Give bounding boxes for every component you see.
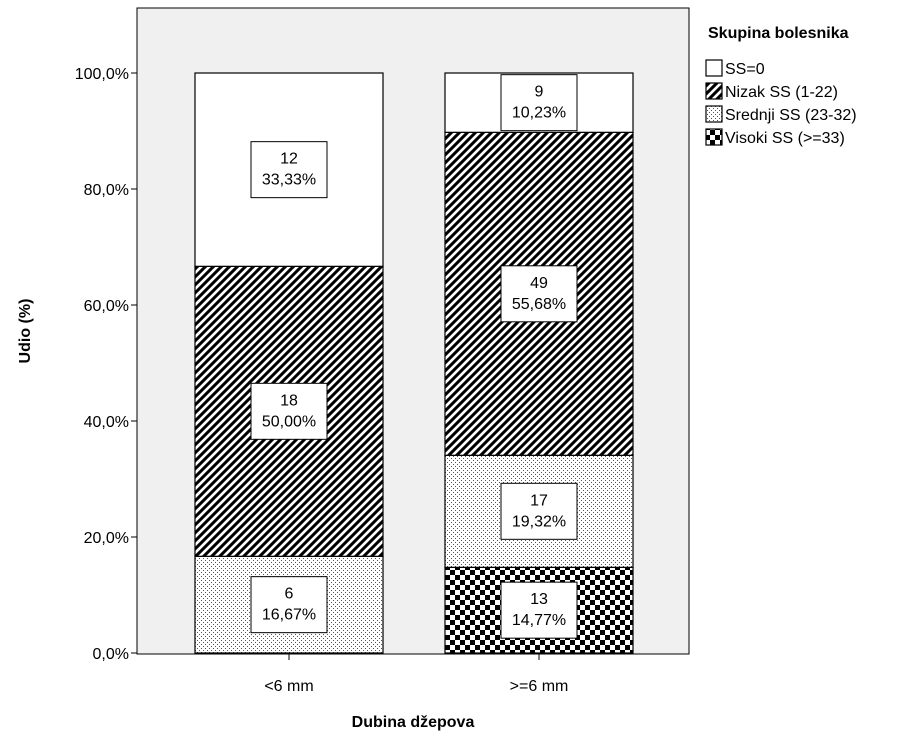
data-label-count: 49 xyxy=(530,275,548,292)
data-label-background xyxy=(500,74,578,132)
legend-swatch xyxy=(705,105,723,123)
data-label-percent: 55,68% xyxy=(512,296,566,313)
legend-label: Srednji SS (23-32) xyxy=(725,107,857,124)
data-label-count: 12 xyxy=(280,151,298,168)
legend-swatch xyxy=(705,59,723,77)
data-label-count: 13 xyxy=(530,591,548,608)
legend-label: Nizak SS (1-22) xyxy=(725,84,838,101)
data-label-background xyxy=(250,141,328,199)
x-tick-label: >=6 mm xyxy=(510,678,569,695)
data-label-background xyxy=(250,576,328,634)
data-label-box: 6 16,67% xyxy=(250,576,328,634)
data-label-background xyxy=(500,265,578,323)
data-label-count: 18 xyxy=(280,392,298,409)
data-label-percent: 10,23% xyxy=(512,105,566,122)
data-label-box: 17 19,32% xyxy=(500,482,578,540)
data-label-box: 49 55,68% xyxy=(500,265,578,323)
legend: Skupina bolesnika SS=0 Nizak SS (1-22) Sre… xyxy=(705,25,857,147)
legend-swatch xyxy=(705,82,723,100)
data-label-count: 9 xyxy=(535,84,544,101)
data-label-percent: 33,33% xyxy=(262,172,316,189)
data-label-percent: 14,77% xyxy=(512,612,566,629)
y-tick-label: 60,0% xyxy=(84,298,129,315)
data-label-percent: 16,67% xyxy=(262,607,316,624)
y-axis-title: Udio (%) xyxy=(17,299,34,364)
data-label-background xyxy=(500,482,578,540)
data-label-background xyxy=(500,581,578,639)
legend-title: Skupina bolesnika xyxy=(708,25,849,42)
x-axis: <6 mm >=6 mm xyxy=(264,654,568,695)
data-label-box: 12 33,33% xyxy=(250,141,328,199)
x-tick-label: <6 mm xyxy=(264,678,313,695)
y-tick-label: 100,0% xyxy=(75,66,129,83)
legend-label: SS=0 xyxy=(725,61,765,78)
y-tick-label: 40,0% xyxy=(84,414,129,431)
data-label-count: 6 xyxy=(285,586,294,603)
data-label-percent: 50,00% xyxy=(262,413,316,430)
data-label-box: 9 10,23% xyxy=(500,74,578,132)
y-tick-label: 20,0% xyxy=(84,530,129,547)
data-label-box: 13 14,77% xyxy=(500,581,578,639)
data-label-box: 18 50,00% xyxy=(250,382,328,440)
y-tick-label: 80,0% xyxy=(84,182,129,199)
data-label-background xyxy=(250,382,328,440)
legend-swatch xyxy=(705,128,723,146)
legend-label: Visoki SS (>=33) xyxy=(725,130,845,147)
data-labels: 6 16,67% 18 50,00% 12 33,33% 13 14,77% 17 19,32% 4… xyxy=(250,74,578,639)
y-axis: 0,0% 20,0% 40,0% 60,0% 80,0% 100,0% xyxy=(75,66,137,663)
y-tick-label: 0,0% xyxy=(93,646,129,663)
data-label-percent: 19,32% xyxy=(512,513,566,530)
x-axis-title: Dubina džepova xyxy=(352,714,475,731)
data-label-count: 17 xyxy=(530,492,548,509)
